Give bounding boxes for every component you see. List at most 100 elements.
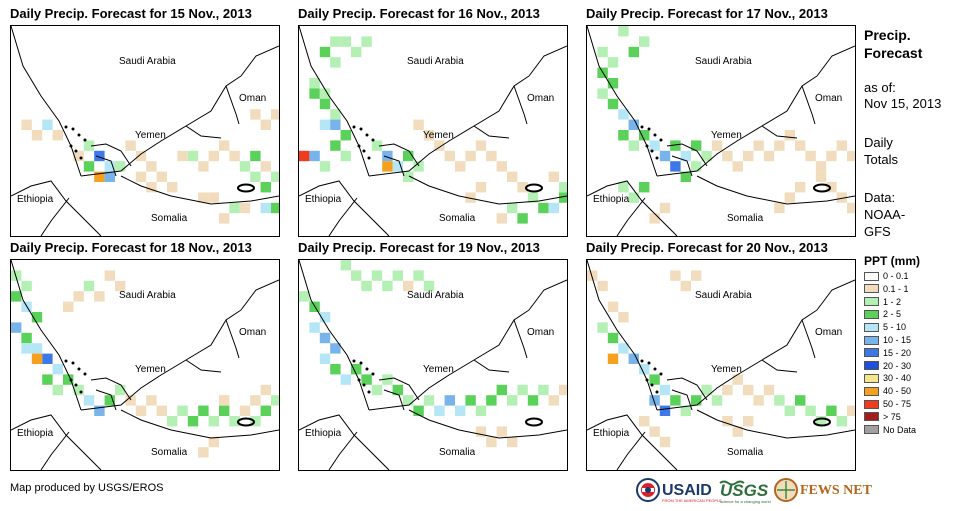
precip-cell [680, 171, 691, 182]
precip-cell [607, 78, 619, 89]
as-of-date: as of: Nov 15, 2013 [864, 80, 941, 112]
island-dot [352, 125, 356, 129]
map-canvas: Saudi Arabia Oman Yemen Ethiopia Somalia [299, 260, 567, 470]
precip-cell [670, 140, 681, 151]
precip-cell [465, 150, 476, 162]
sidebar-title: Precip. Forecast [864, 26, 922, 62]
country-border [801, 85, 816, 125]
precip-cell [732, 426, 743, 437]
island-dot [74, 383, 78, 387]
forecast-map: Saudi Arabia Oman Yemen Ethiopia Somalia [586, 25, 856, 237]
precip-cell [94, 405, 105, 416]
precip-cell [319, 46, 331, 58]
precip-cell [559, 182, 567, 193]
country-border [816, 279, 855, 311]
precip-cell [229, 150, 240, 162]
precip-cell [260, 384, 271, 396]
precip-cell [146, 395, 157, 406]
country-border [299, 26, 370, 177]
precip-cell [670, 161, 681, 172]
precip-cell [607, 301, 619, 312]
legend-label: 5 - 10 [883, 322, 907, 333]
precip-cell [628, 119, 639, 130]
forecast-panel-3: Daily Precip. Forecast for 17 Nov., 2013… [586, 5, 858, 237]
precip-cell [403, 280, 414, 292]
precip-cell [732, 161, 743, 172]
precip-cell [319, 161, 331, 172]
country-border [473, 125, 510, 139]
precip-cell [73, 384, 84, 396]
island-dot [371, 138, 375, 142]
country-border [656, 75, 818, 177]
legend-title: PPT (mm) [864, 254, 921, 268]
precip-cell [607, 353, 619, 364]
precip-cell [104, 270, 115, 281]
precip-cell [670, 270, 681, 281]
precip-cell [597, 46, 608, 58]
precip-cell [83, 395, 95, 406]
legend-item: 30 - 40 [864, 372, 911, 384]
precip-cell [805, 150, 816, 162]
legend-label: 50 - 75 [883, 399, 912, 409]
precip-cell [475, 182, 487, 193]
precip-cell [691, 161, 702, 172]
precip-cell [309, 322, 320, 333]
country-border [11, 26, 82, 177]
precip-cell [94, 291, 105, 302]
precip-cell [135, 150, 147, 162]
precip-cell [21, 343, 32, 354]
precip-cell [559, 192, 567, 203]
island-dot [367, 390, 371, 394]
precip-cell [680, 280, 691, 292]
precip-cell [774, 395, 785, 406]
precip-cell [63, 301, 74, 312]
island-dot [659, 138, 663, 142]
daily-line1: Daily [864, 135, 893, 150]
precip-cell [382, 280, 393, 292]
panel-title: Daily Precip. Forecast for 18 Nov., 2013 [10, 240, 252, 255]
forecast-map: Saudi Arabia Oman Yemen Ethiopia Somalia [10, 25, 280, 237]
country-border [120, 175, 279, 205]
country-border [299, 180, 390, 236]
precip-cell [815, 171, 827, 182]
island-dot [77, 367, 81, 371]
precip-cell [125, 395, 136, 406]
country-label-saudi-arabia: Saudi Arabia [119, 56, 176, 67]
precip-cell [167, 416, 178, 427]
island-dot [640, 359, 644, 363]
island-dot [659, 372, 663, 376]
precip-cell [486, 436, 497, 448]
map-canvas: Saudi Arabia Oman Yemen Ethiopia Somalia [299, 26, 567, 236]
precip-cell [271, 202, 279, 214]
forecast-map: Saudi Arabia Oman Yemen Ethiopia Somalia [298, 259, 568, 471]
precip-cell [486, 395, 497, 406]
precip-cell [701, 384, 712, 396]
fews-net-globe-icon [774, 478, 798, 502]
precip-cell [597, 280, 608, 292]
precip-cell [732, 374, 743, 385]
precip-cell [628, 353, 639, 364]
precip-cell [784, 130, 795, 141]
precip-cell [618, 182, 629, 193]
precip-cell [607, 332, 619, 344]
legend-item: 0 - 0.1 [864, 270, 909, 282]
socotra-island [525, 183, 543, 193]
country-border [761, 359, 798, 373]
sidebar-title-line2: Forecast [864, 45, 923, 61]
precip-cell [52, 384, 63, 396]
country-label-ethiopia: Ethiopia [593, 194, 630, 205]
usaid-seal-icon [636, 478, 660, 502]
country-label-somalia: Somalia [727, 213, 764, 224]
precip-cell [649, 140, 660, 151]
precip-cell [83, 140, 95, 151]
forecast-panel-5: Daily Precip. Forecast for 19 Nov., 2013… [298, 239, 570, 471]
precip-cell [784, 405, 795, 416]
island-dot [362, 149, 366, 153]
precip-cell [743, 416, 754, 427]
precip-cell [361, 280, 372, 292]
precip-cell [299, 291, 310, 302]
country-label-oman: Oman [527, 93, 554, 104]
country-label-ethiopia: Ethiopia [17, 428, 54, 439]
precip-cell [392, 161, 403, 172]
precip-cell [115, 161, 126, 172]
